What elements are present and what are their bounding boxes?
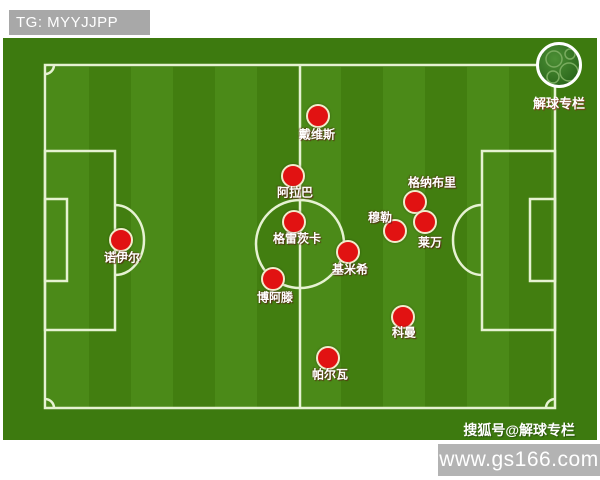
player-dot [306, 104, 330, 128]
player-dot [109, 228, 133, 252]
player-dot [281, 164, 305, 188]
player-dot [316, 346, 340, 370]
corner-arc-bottom-right [544, 397, 556, 409]
player-label: 科曼 [391, 325, 417, 340]
player-label: 阿拉巴 [276, 185, 314, 200]
player-label: 莱万 [417, 235, 443, 250]
watermark-text: 搜狐号@解球专栏 [463, 422, 575, 438]
player-label: 诺伊尔 [103, 250, 141, 265]
site-url-box: www.gs166.com [438, 444, 600, 476]
player-label: 格纳布里 [407, 175, 457, 190]
player-label: 穆勒 [367, 210, 393, 225]
player-dot [413, 210, 437, 234]
player-dot [391, 305, 415, 329]
logo-ball-icon [536, 42, 582, 88]
player-label: 帕尔瓦 [311, 367, 349, 382]
player-dot [261, 267, 285, 291]
logo-title: 解球专栏 [532, 96, 585, 111]
player-dot [336, 240, 360, 264]
player-label: 基米希 [331, 262, 369, 277]
left-goal-area [43, 197, 69, 283]
corner-arc-top-left [44, 64, 56, 76]
player-dot [383, 219, 407, 243]
player-label: 格雷茨卡 [272, 231, 322, 246]
right-goal-area [528, 197, 557, 283]
player-label: 博阿滕 [256, 290, 294, 305]
player-dot [282, 210, 306, 234]
logo: 解球专栏 [527, 40, 591, 111]
player-label: 戴维斯 [298, 127, 336, 142]
corner-arc-bottom-left [44, 397, 56, 409]
tg-badge: TG: MYYJJPP [9, 10, 150, 35]
right-penalty-arc [451, 203, 483, 277]
left-penalty-arc [114, 203, 146, 277]
